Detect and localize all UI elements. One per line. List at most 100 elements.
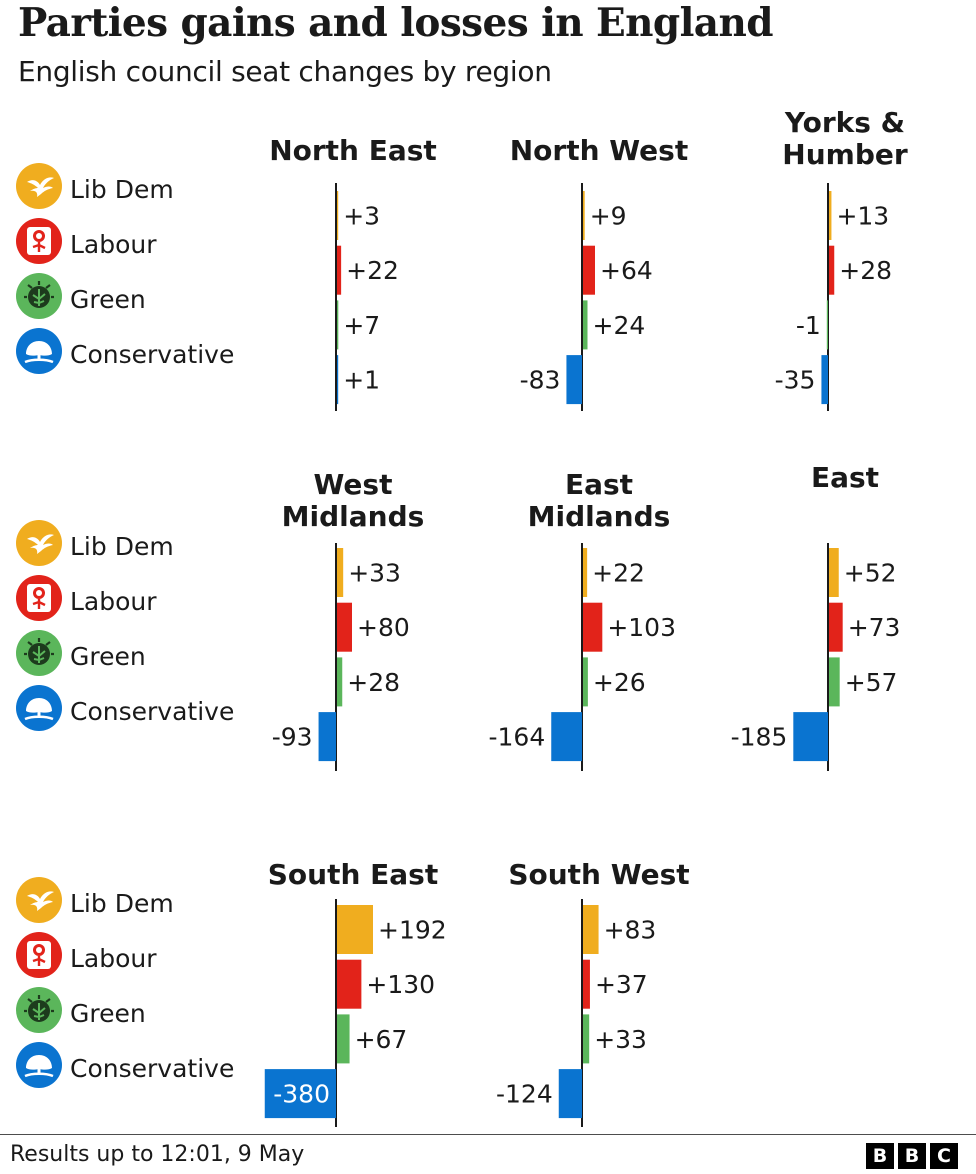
data-label: +52	[844, 559, 897, 588]
data-label: +73	[848, 613, 901, 642]
green-earth-tree-icon	[16, 987, 62, 1033]
legend-label: Labour	[70, 587, 157, 616]
bar-labour	[583, 959, 590, 1009]
green-earth-tree-icon	[16, 630, 62, 676]
region-title: South West	[508, 858, 689, 891]
bar-labour	[829, 245, 835, 295]
data-label: +192	[378, 916, 447, 945]
bar-lib-dem	[337, 191, 339, 240]
data-label: +22	[346, 256, 399, 285]
region-title: East	[565, 468, 633, 501]
region-title: North West	[510, 134, 688, 167]
data-label: +26	[593, 668, 646, 697]
bar-green	[829, 657, 840, 707]
data-label: +28	[839, 256, 892, 285]
region-panel: East +52 +73 +57 -185	[731, 461, 901, 771]
conservative-tree-icon	[16, 1042, 62, 1088]
data-label: +1	[343, 366, 380, 395]
green-earth-tree-icon	[16, 273, 62, 319]
bar-green	[583, 300, 588, 350]
region-title: Midlands	[528, 500, 671, 533]
bar-conservative	[566, 355, 582, 405]
bar-lib-dem	[829, 191, 832, 240]
data-label: +9	[590, 202, 627, 231]
bar-lib-dem	[583, 191, 585, 240]
bar-lib-dem	[337, 548, 344, 597]
data-label: +57	[845, 668, 898, 697]
logo-letter: B	[898, 1143, 926, 1169]
labour-rose-icon	[16, 932, 62, 978]
bar-conservative	[337, 355, 339, 405]
region-panel: North West +9 +64 +24 -83	[510, 134, 688, 411]
bar-green	[583, 657, 588, 707]
legend-label: Conservative	[70, 697, 235, 726]
bar-conservative	[793, 712, 828, 762]
bar-lib-dem	[583, 905, 599, 954]
chart-title: Parties gains and losses in England	[18, 0, 773, 46]
labour-rose-icon	[16, 218, 62, 264]
bar-labour	[829, 602, 843, 652]
legend-label: Green	[70, 642, 146, 671]
logo-letter: B	[866, 1143, 894, 1169]
region-title: West	[314, 468, 393, 501]
data-label: +67	[355, 1025, 408, 1054]
bar-conservative	[318, 712, 336, 762]
bar-conservative	[264, 1069, 336, 1119]
data-label: -164	[489, 723, 546, 752]
logo-letter: C	[930, 1143, 958, 1169]
data-label: +28	[347, 668, 400, 697]
chart-subtitle: English council seat changes by region	[18, 55, 552, 88]
data-label: +33	[594, 1025, 647, 1054]
data-label: +22	[592, 559, 645, 588]
region-panel: South East +192 +130 +67 -380	[264, 858, 447, 1127]
region-title: Yorks &	[784, 106, 905, 139]
data-label: -93	[272, 723, 313, 752]
region-panel: Yorks &Humber +13 +28 -1 -35	[775, 106, 908, 411]
lib-dem-bird-icon	[16, 520, 62, 566]
legend-label: Labour	[70, 230, 157, 259]
region-title: South East	[268, 858, 438, 891]
region-panel: South West +83 +37 +33 -124	[496, 858, 690, 1127]
legend-label: Lib Dem	[70, 889, 174, 918]
data-label: +80	[357, 613, 410, 642]
data-label: +37	[595, 970, 648, 999]
legend-label: Conservative	[70, 1054, 235, 1083]
conservative-tree-icon	[16, 685, 62, 731]
lib-dem-bird-icon	[16, 163, 62, 209]
data-label: +7	[343, 311, 380, 340]
bar-labour	[337, 602, 352, 652]
data-label: +130	[366, 970, 435, 999]
region-title: Humber	[782, 138, 908, 171]
bar-green	[826, 300, 828, 350]
labour-rose-icon	[16, 575, 62, 621]
data-label: +13	[836, 202, 889, 231]
bar-green	[337, 657, 343, 707]
data-label: -83	[520, 366, 561, 395]
region-title: East	[811, 461, 879, 494]
legend-label: Lib Dem	[70, 175, 174, 204]
data-label: +33	[348, 559, 401, 588]
bar-lib-dem	[829, 548, 839, 597]
bar-conservative	[821, 355, 828, 405]
bar-conservative	[551, 712, 582, 762]
lib-dem-bird-icon	[16, 877, 62, 923]
footer-divider	[0, 1134, 976, 1135]
bar-green	[337, 1014, 350, 1064]
bar-conservative	[558, 1069, 582, 1119]
conservative-tree-icon	[16, 328, 62, 374]
data-label: +64	[600, 256, 653, 285]
legend-label: Green	[70, 999, 146, 1028]
legend-label: Conservative	[70, 340, 235, 369]
footer-note: Results up to 12:01, 9 May	[10, 1142, 305, 1167]
bar-green	[337, 300, 339, 350]
legend-label: Labour	[70, 944, 157, 973]
region-title: Midlands	[282, 500, 425, 533]
data-label: -1	[796, 311, 821, 340]
bar-labour	[337, 959, 362, 1009]
data-label: -380	[273, 1080, 330, 1109]
bar-green	[583, 1014, 590, 1064]
data-label: +24	[593, 311, 646, 340]
